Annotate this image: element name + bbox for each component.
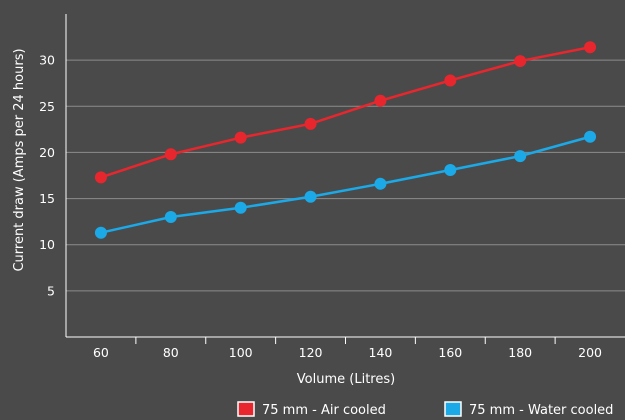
- y-tick-label: 20: [39, 145, 55, 160]
- x-tick-label: 80: [163, 345, 179, 360]
- legend-item: 75 mm - Water cooled: [444, 401, 613, 418]
- grid-lines: [66, 59, 625, 292]
- data-point: [164, 211, 177, 224]
- x-tick-label: 200: [578, 345, 602, 360]
- y-tick-label: 10: [39, 237, 55, 252]
- y-tick-labels: 5 10 15 20 25 30: [39, 53, 55, 299]
- legend-label: 75 mm - Water cooled: [469, 403, 613, 418]
- x-tick-label: 120: [299, 345, 323, 360]
- x-tick-label: 60: [93, 345, 109, 360]
- legend-item: 75 mm - Air cooled: [237, 401, 386, 418]
- series-2: [94, 130, 597, 239]
- x-tick-label: 140: [369, 345, 393, 360]
- y-tick-label: 30: [39, 53, 55, 68]
- y-axis-label: Current draw (Amps per 24 hours): [12, 48, 27, 271]
- legend: 75 mm - Air cooled 75 mm - Water cooled: [237, 401, 613, 418]
- legend-label: 75 mm - Air cooled: [262, 403, 386, 418]
- x-tick-label: 180: [508, 345, 532, 360]
- data-point: [514, 150, 527, 163]
- data-point: [584, 41, 597, 54]
- data-point: [514, 55, 527, 68]
- x-tick-label: 160: [438, 345, 462, 360]
- y-tick-label: 15: [39, 191, 55, 206]
- series-line: [100, 45, 591, 179]
- x-tick-labels: 60 80 100 120 140 160 180 200: [93, 345, 602, 360]
- data-point: [374, 94, 387, 107]
- data-point: [304, 117, 317, 130]
- axes: [65, 14, 625, 344]
- series-line: [100, 135, 591, 234]
- x-axis-label: Volume (Litres): [297, 372, 395, 387]
- data-point: [444, 163, 457, 176]
- data-point: [94, 226, 107, 239]
- data-point: [234, 131, 247, 144]
- data-point: [584, 130, 597, 143]
- series-1: [94, 41, 597, 184]
- legend-swatch: [444, 401, 462, 417]
- data-point: [374, 177, 387, 190]
- data-point: [304, 190, 317, 203]
- y-tick-label: 5: [47, 283, 55, 298]
- data-point: [164, 148, 177, 161]
- y-tick-label: 25: [39, 99, 55, 114]
- legend-swatch: [237, 401, 255, 417]
- data-point: [94, 171, 107, 184]
- x-tick-label: 100: [229, 345, 253, 360]
- data-point: [444, 74, 457, 87]
- data-point: [234, 201, 247, 214]
- series-group: [94, 41, 597, 239]
